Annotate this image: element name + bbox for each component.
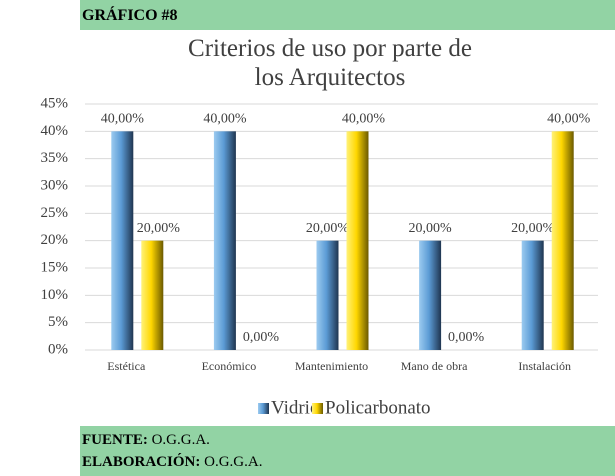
y-tick-label: 5%: [48, 314, 68, 330]
data-label: 20,00%: [137, 221, 181, 236]
bar: [213, 131, 236, 350]
legend-label: Vidrio: [271, 397, 319, 418]
made-line: ELABORACIÓN: O.G.G.A.: [82, 451, 613, 473]
source-line: FUENTE: O.G.G.A.: [82, 429, 613, 451]
x-tick-label: Mantenimiento: [295, 359, 368, 373]
bar: [419, 240, 442, 350]
made-label: ELABORACIÓN:: [82, 454, 201, 470]
data-label: 40,00%: [203, 112, 247, 127]
data-label: 0,00%: [243, 330, 280, 345]
bar: [111, 131, 134, 350]
source: O.G.G.A.: [151, 432, 210, 448]
chart-title: Criterios de uso por parte de los Arquit…: [188, 35, 472, 91]
data-label: 20,00%: [409, 221, 453, 236]
x-tick-label: Económico: [202, 359, 257, 373]
x-tick-label: Instalación: [518, 359, 571, 373]
y-tick-label: 0%: [48, 341, 68, 357]
y-tick-label: 15%: [41, 259, 69, 275]
bar: [346, 131, 369, 350]
data-label: 40,00%: [547, 112, 591, 127]
bar: [521, 240, 544, 350]
data-label: 20,00%: [511, 221, 555, 236]
y-tick-label: 10%: [41, 287, 69, 303]
legend-label: Policarbonato: [325, 397, 431, 418]
y-tick-label: 30%: [41, 177, 69, 193]
bar: [551, 131, 574, 350]
x-tick-label: Mano de obra: [401, 359, 468, 373]
bar: [141, 240, 164, 350]
data-label: 20,00%: [306, 221, 350, 236]
data-label: 40,00%: [342, 112, 386, 127]
footer-band: FUENTE: O.G.G.A. ELABORACIÓN: O.G.G.A.: [80, 426, 615, 476]
header-label: GRÁFICO #8: [82, 7, 178, 24]
y-tick-label: 25%: [41, 205, 69, 221]
bar: [316, 240, 339, 350]
made: O.G.G.A.: [204, 454, 263, 470]
y-tick-label: 40%: [41, 123, 69, 139]
data-label: 0,00%: [448, 330, 485, 345]
legend-swatch: [312, 403, 323, 414]
y-tick-label: 45%: [41, 95, 69, 111]
header-band: GRÁFICO #8: [80, 0, 615, 30]
source-label: FUENTE:: [82, 432, 148, 448]
legend-swatch: [258, 403, 269, 414]
y-tick-label: 35%: [41, 150, 69, 166]
x-tick-label: Estética: [107, 359, 146, 373]
y-tick-label: 20%: [41, 232, 69, 248]
data-label: 40,00%: [101, 112, 145, 127]
